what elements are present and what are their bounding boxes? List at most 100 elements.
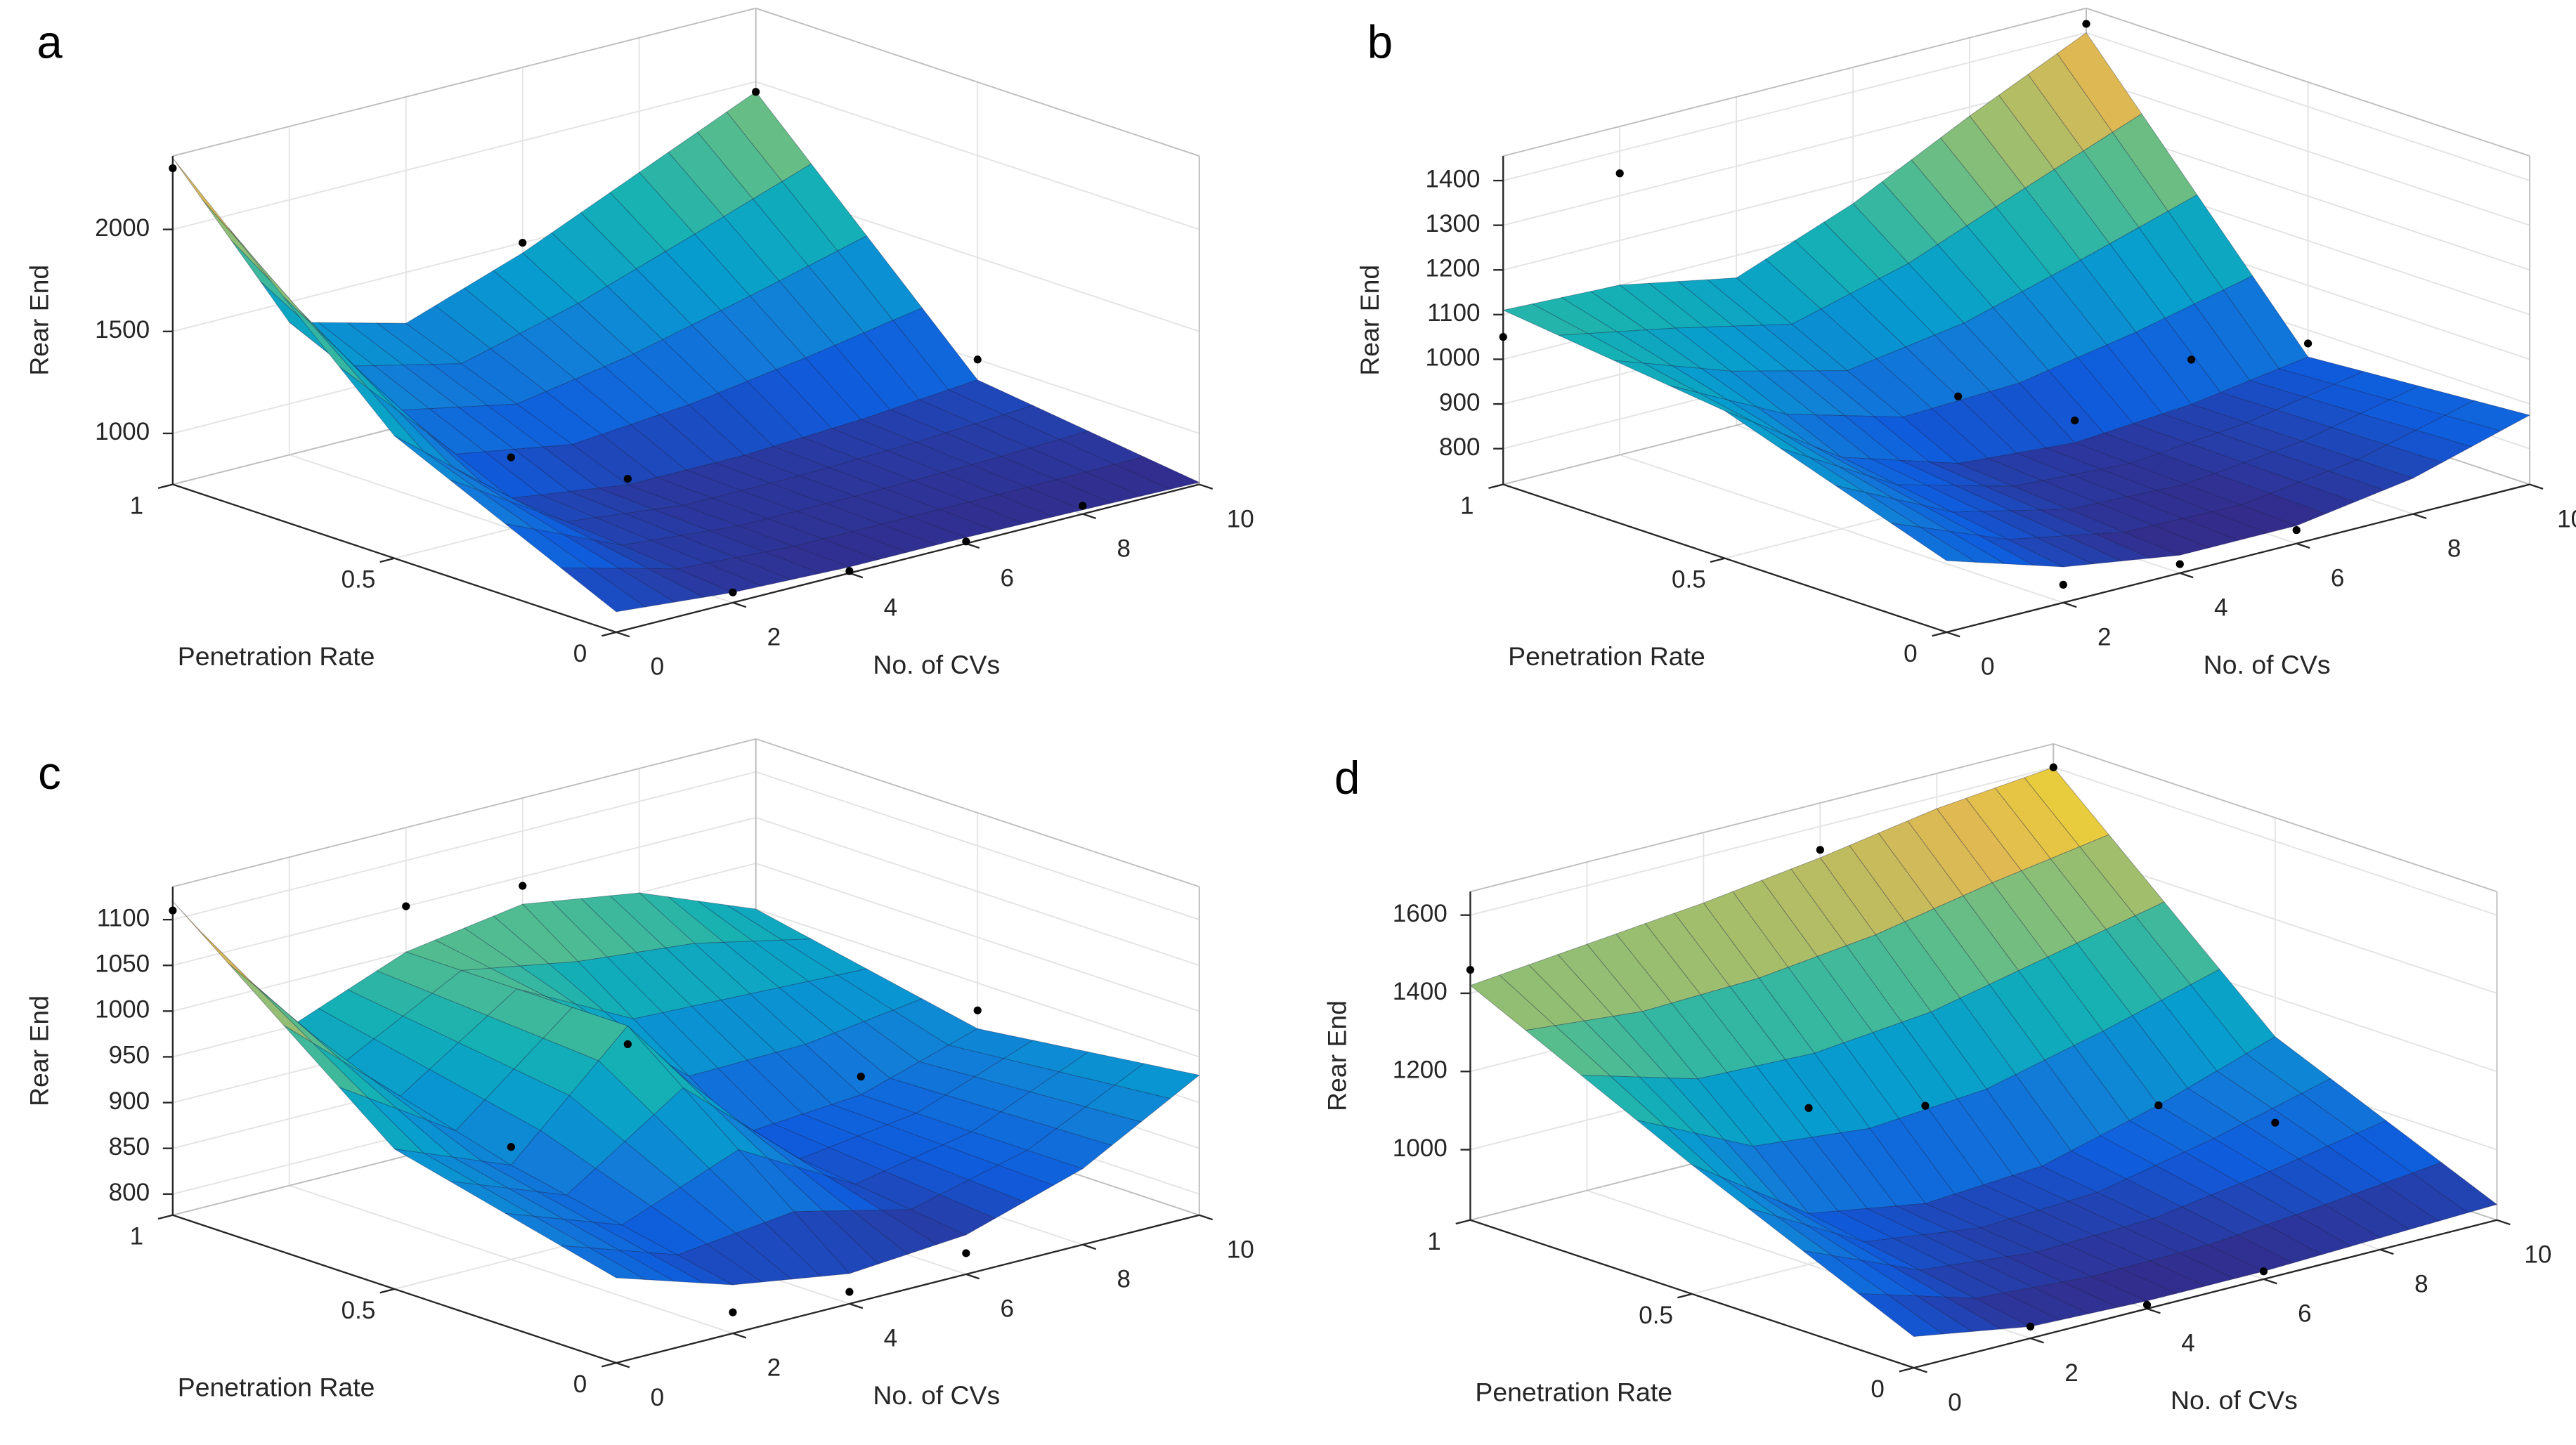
surface-patch: [688, 1068, 774, 1135]
x-axis-label: No. of CVs: [873, 1380, 1000, 1410]
surface-patch: [565, 517, 653, 546]
box-edge: [755, 738, 1200, 888]
surface-patch: [778, 981, 865, 1033]
surface-patch: [676, 563, 763, 593]
box-edge: [2053, 743, 2497, 893]
panel: 0 2 4 6 8 10 0 0.5 1 1000 1200 1400 1600 d No. of CVs P…: [1322, 743, 2551, 1416]
y-tick: [379, 1288, 395, 1294]
y-tick: [1710, 557, 1726, 563]
data-point: [2292, 526, 2301, 535]
x-tick-label: 0: [651, 1384, 665, 1411]
surface-patch: [1923, 505, 2008, 540]
data-point: [729, 1308, 737, 1316]
x-tick-label: 6: [2331, 564, 2345, 591]
y-axis: [172, 483, 617, 634]
x-tick: [1082, 1243, 1097, 1250]
x-tick-label: 8: [2414, 1271, 2428, 1298]
panel-label: d: [1334, 752, 1360, 804]
z-tick-label: 1100: [1427, 299, 1480, 327]
x-axis-label: No. of CVs: [873, 650, 1000, 679]
z-tick-label: 950: [109, 1042, 150, 1069]
surface-patch: [2003, 1287, 2090, 1321]
surface-patch: [746, 369, 833, 438]
data-point: [2303, 339, 2312, 348]
surface-patch: [1788, 955, 1873, 1044]
x-tick: [1199, 483, 1214, 490]
x-tick: [965, 1273, 980, 1280]
x-tick-label: 4: [2214, 594, 2228, 621]
y-axis-label: Penetration Rate: [178, 641, 375, 671]
surface-patch: [1899, 459, 1985, 487]
box-edge: [172, 7, 756, 157]
surface-patch: [2386, 429, 2473, 463]
surface-patch: [1724, 410, 1810, 458]
data-point: [2142, 1300, 2152, 1309]
surface-patch: [826, 1175, 911, 1211]
surface-patch: [339, 366, 424, 452]
x-tick: [732, 1332, 747, 1339]
x-tick: [2179, 572, 2194, 579]
z-axis-label: Rear End: [25, 995, 54, 1106]
surface-patch: [676, 1243, 763, 1286]
surface-patch: [589, 568, 676, 608]
grid-line: [1502, 32, 2087, 181]
z-tick-label: 800: [109, 1179, 150, 1206]
x-tick-label: 0: [651, 653, 665, 681]
data-point: [962, 1249, 970, 1257]
panel-label: a: [37, 17, 63, 68]
surface-patch: [423, 451, 509, 502]
grid-line: [172, 816, 756, 967]
z-axis-label: Rear End: [1355, 265, 1384, 376]
y-tick: [1677, 1293, 1693, 1299]
surface-patch: [2017, 956, 2104, 1047]
y-tick-label: 1: [1460, 492, 1474, 520]
surface-patch: [534, 1216, 620, 1251]
data-point: [402, 902, 410, 910]
data-point: [962, 537, 970, 546]
x-tick-label: 4: [884, 594, 898, 621]
panel-label: c: [38, 747, 61, 799]
y-tick: [379, 557, 395, 563]
surface-patch: [892, 307, 978, 391]
data-point: [2026, 1322, 2035, 1330]
surface-patch: [970, 456, 1058, 488]
surface-patch: [228, 962, 313, 1044]
data-point: [2082, 20, 2090, 28]
x-tick: [849, 1302, 864, 1309]
y-tick: [1932, 631, 1947, 637]
surface-patch: [1502, 303, 1589, 336]
grid-line: [755, 816, 1200, 967]
y-tick-label: 0.5: [1672, 566, 1706, 594]
x-tick: [1082, 513, 1097, 520]
surface-patch: [1977, 1256, 2064, 1288]
surface-patch: [805, 1032, 891, 1096]
surface-patch: [1835, 1233, 1920, 1271]
x-tick-label: 6: [1001, 1295, 1015, 1323]
x-tick-label: 10: [2524, 1241, 2551, 1268]
surface-patch: [2119, 1260, 2206, 1294]
z-tick-label: 1000: [1393, 1135, 1448, 1162]
surface-patch: [889, 1061, 976, 1096]
surface-patch: [394, 1149, 480, 1185]
panel: 0 2 4 6 8 10 0 0.5 1 800 850 900 950 1000 1050 1100 c No.…: [25, 738, 1254, 1411]
x-tick: [616, 631, 630, 638]
surface-patch: [1986, 452, 2074, 481]
data-point: [729, 588, 737, 596]
surface-patch: [1754, 421, 1839, 467]
surface-patch: [1857, 1293, 1944, 1338]
data-point: [2271, 1118, 2279, 1127]
surface-patch: [2152, 518, 2239, 549]
surface-patch: [793, 538, 880, 568]
surface-patch: [2236, 1224, 2323, 1264]
surface-patch: [1639, 1076, 1725, 1141]
y-tick-label: 0.5: [341, 1297, 376, 1324]
z-axis-label: Rear End: [1322, 1000, 1351, 1111]
box-edge: [172, 738, 756, 888]
z-tick-label: 850: [109, 1133, 150, 1160]
surface-patch: [2066, 533, 2152, 562]
surface-patch: [807, 250, 894, 334]
grid-line: [172, 81, 756, 230]
surface-patch: [560, 1245, 646, 1280]
surface-patch: [1029, 1071, 1116, 1108]
x-tick-label: 10: [1227, 1236, 1254, 1263]
